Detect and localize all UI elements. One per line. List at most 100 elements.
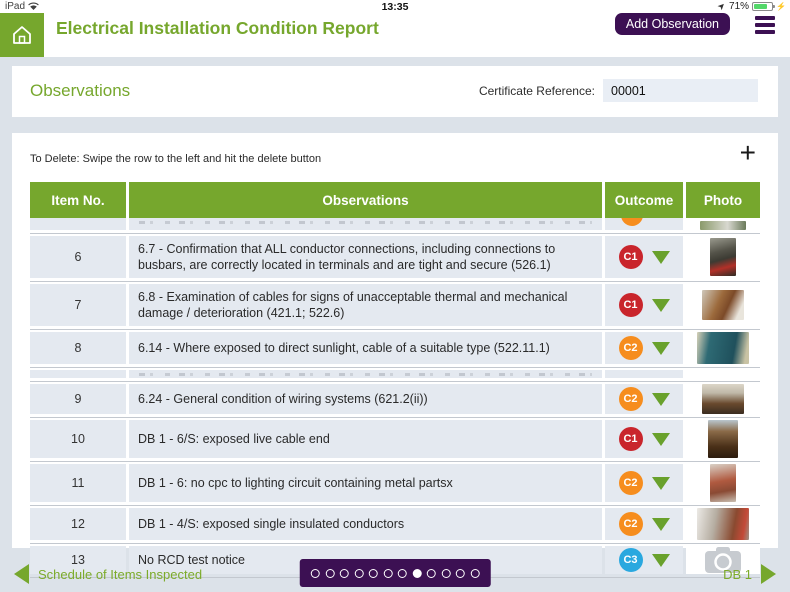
table-row-clipped (30, 370, 760, 378)
observation-text[interactable]: DB 1 - 4/S: exposed single insulated con… (129, 508, 602, 540)
battery-percent: 71% (729, 1, 750, 12)
observation-text[interactable]: 6.8 - Examination of cables for signs of… (129, 284, 602, 326)
add-row-icon[interactable]: + (739, 137, 756, 168)
photo-cell[interactable] (686, 420, 760, 458)
item-no: 8 (30, 332, 126, 364)
table-row[interactable]: 11 DB 1 - 6: no cpc to lighting circuit … (30, 464, 760, 502)
photo-cell[interactable] (686, 546, 760, 574)
pager-dot[interactable] (383, 568, 393, 578)
pager-dot[interactable] (397, 568, 407, 578)
photo-thumbnail (708, 420, 738, 458)
app-header: iPad 13:35 ➤ 71% ⚡ Electrical Installati… (0, 0, 790, 57)
table-row[interactable]: 6 6.7 - Confirmation that ALL conductor … (30, 236, 760, 278)
delete-hint: To Delete: Swipe the row to the left and… (30, 153, 322, 165)
table-row-clipped (30, 218, 760, 230)
table-card: To Delete: Swipe the row to the left and… (12, 133, 778, 578)
table-row[interactable]: 9 6.24 - General condition of wiring sys… (30, 384, 760, 414)
photo-cell[interactable] (686, 236, 760, 278)
table-row[interactable]: 7 6.8 - Examination of cables for signs … (30, 284, 760, 326)
observation-text[interactable]: DB 1 - 6: no cpc to lighting circuit con… (129, 464, 602, 502)
home-button[interactable] (0, 13, 44, 57)
add-observation-button[interactable]: Add Observation (614, 13, 730, 35)
item-no: 7 (30, 284, 126, 326)
observation-text[interactable]: 6.7 - Confirmation that ALL conductor co… (129, 236, 602, 278)
location-arrow-icon: ➤ (715, 0, 729, 13)
photo-cell[interactable] (686, 464, 760, 502)
photo-cell[interactable] (686, 284, 760, 326)
table-row[interactable]: 8 6.14 - Where exposed to direct sunligh… (30, 332, 760, 364)
observation-text[interactable]: DB 1 - 6/S: exposed live cable end (129, 420, 602, 458)
pager-dot[interactable] (426, 568, 436, 578)
observations-table: Item No. Observations Outcome Photo 6 6.… (30, 182, 760, 580)
outcome-badge[interactable]: C1 (618, 293, 643, 317)
table-header: Item No. Observations Outcome Photo (30, 182, 760, 218)
wifi-icon (28, 2, 39, 10)
observations-card: Observations Certificate Reference: (12, 66, 778, 117)
pager-dot[interactable] (339, 568, 349, 578)
photo-thumbnail (710, 238, 736, 276)
outcome-badge[interactable]: C1 (618, 245, 643, 269)
outcome-dropdown-icon[interactable] (651, 341, 670, 355)
outcome-badge[interactable]: C2 (618, 471, 643, 495)
outcome-dropdown-icon[interactable] (651, 250, 670, 264)
outcome-badge[interactable]: C2 (618, 512, 643, 536)
col-header-photo: Photo (686, 182, 760, 218)
outcome-cell[interactable]: C2 (605, 384, 683, 414)
camera-icon[interactable] (704, 546, 742, 574)
observation-text[interactable]: 6.14 - Where exposed to direct sunlight,… (129, 332, 602, 364)
footer-nav: Schedule of Items Inspected DB 1 (0, 555, 790, 592)
outcome-badge[interactable]: C2 (618, 387, 643, 411)
photo-cell[interactable] (686, 332, 760, 364)
outcome-cell[interactable]: C3 (605, 546, 683, 574)
observation-text[interactable]: 6.24 - General condition of wiring syste… (129, 384, 602, 414)
outcome-dropdown-icon[interactable] (651, 432, 670, 446)
prev-page-link[interactable]: Schedule of Items Inspected (14, 564, 202, 584)
status-bar: iPad 13:35 ➤ 71% ⚡ (0, 0, 790, 14)
outcome-badge[interactable]: C2 (618, 336, 643, 360)
table-row[interactable]: 12 DB 1 - 4/S: exposed single insulated … (30, 508, 760, 540)
certificate-reference-label: Certificate Reference: (478, 83, 595, 98)
next-page-link[interactable]: DB 1 (723, 564, 776, 584)
outcome-cell[interactable]: C1 (605, 236, 683, 278)
item-no: 10 (30, 420, 126, 458)
photo-cell[interactable] (686, 384, 760, 414)
outcome-dropdown-icon[interactable] (651, 517, 670, 531)
next-arrow-icon[interactable] (761, 564, 776, 584)
pager-dot[interactable] (368, 568, 378, 578)
menu-button[interactable] (755, 16, 775, 37)
pager-dot[interactable] (310, 568, 320, 578)
prev-page-label[interactable]: Schedule of Items Inspected (38, 566, 203, 582)
item-no: 11 (30, 464, 126, 502)
pager-dot[interactable] (412, 568, 422, 578)
photo-thumbnail-clipped (700, 220, 746, 230)
home-icon (13, 26, 31, 44)
photo-thumbnail (697, 508, 749, 540)
col-header-item: Item No. (30, 182, 126, 218)
pager-dots[interactable] (299, 559, 491, 587)
outcome-badge[interactable]: C1 (618, 427, 643, 451)
section-title: Observations (30, 81, 131, 100)
photo-thumbnail (697, 332, 749, 364)
pager-dot[interactable] (325, 568, 335, 578)
photo-thumbnail (710, 464, 736, 502)
outcome-badge[interactable]: C3 (618, 548, 643, 572)
pager-dot[interactable] (455, 568, 465, 578)
photo-cell[interactable] (686, 508, 760, 540)
pager-dot[interactable] (354, 568, 364, 578)
outcome-cell[interactable]: C2 (605, 508, 683, 540)
outcome-cell[interactable]: C1 (605, 284, 683, 326)
battery-icon (752, 2, 776, 11)
outcome-dropdown-icon[interactable] (651, 553, 670, 567)
outcome-cell[interactable]: C2 (605, 464, 683, 502)
next-page-label[interactable]: DB 1 (723, 566, 752, 582)
pager-dot[interactable] (441, 568, 451, 578)
outcome-dropdown-icon[interactable] (651, 392, 670, 406)
outcome-cell[interactable]: C1 (605, 420, 683, 458)
outcome-cell[interactable]: C2 (605, 332, 683, 364)
prev-arrow-icon[interactable] (14, 564, 29, 584)
table-row[interactable]: 10 DB 1 - 6/S: exposed live cable end C1 (30, 420, 760, 458)
pager-dot[interactable] (470, 568, 480, 578)
certificate-reference-input[interactable] (603, 79, 758, 102)
outcome-dropdown-icon[interactable] (651, 298, 670, 312)
outcome-dropdown-icon[interactable] (651, 476, 670, 490)
